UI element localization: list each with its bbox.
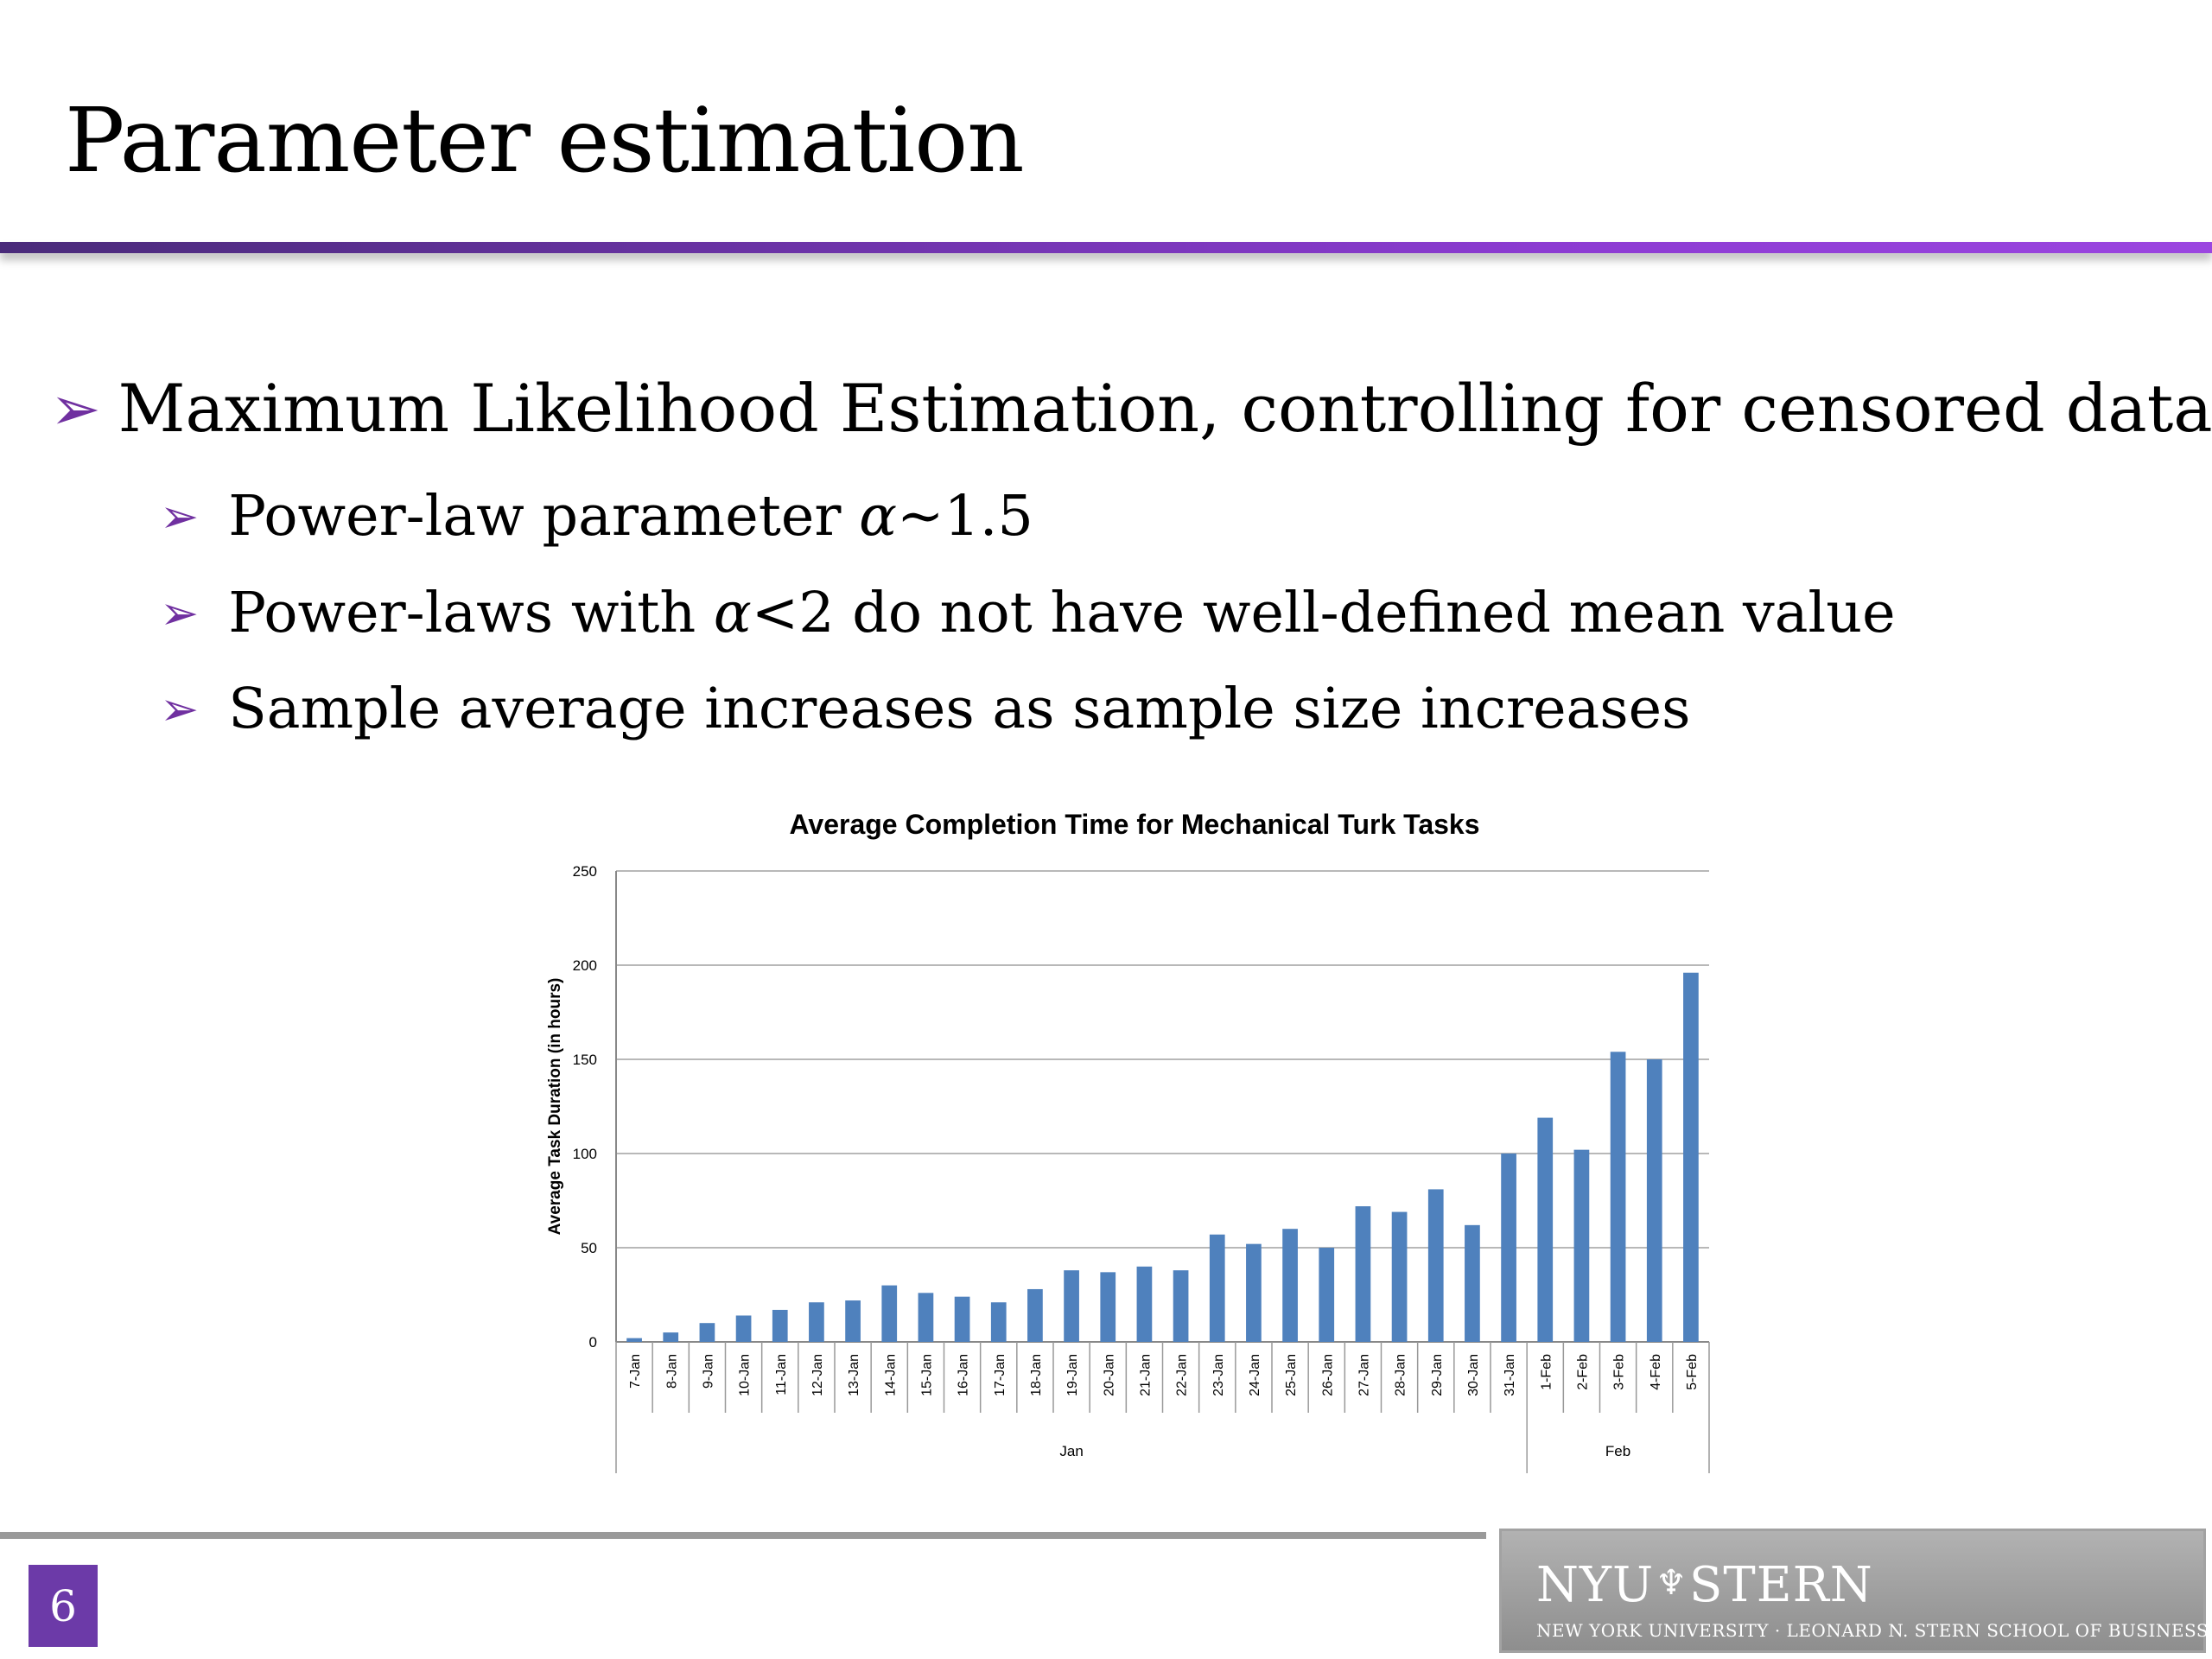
- x-tick-label: 31-Jan: [1503, 1354, 1517, 1396]
- x-tick-label: 4-Feb: [1649, 1354, 1663, 1390]
- x-tick-label: 17-Jan: [993, 1354, 1007, 1396]
- x-tick-label: 29-Jan: [1430, 1354, 1445, 1396]
- y-tick-label: 0: [589, 1334, 597, 1351]
- sub-bullet-2-text: Power-laws with α<2 do not have well-def…: [228, 581, 1896, 645]
- bar-13-Jan: [845, 1300, 861, 1342]
- chart-plot-area: 0 50 100 150 200 250 7-Jan 8-Jan 9-Jan 10-Jan 11-J…: [573, 863, 1710, 1473]
- sub-bullet-1-text: Power-law parameter α~1.5: [228, 484, 1033, 549]
- x-tick-label: 2-Feb: [1575, 1354, 1590, 1390]
- x-tick-label: 23-Jan: [1211, 1354, 1226, 1396]
- x-tick-label: 14-Jan: [883, 1354, 898, 1396]
- bar-31-Jan: [1501, 1154, 1516, 1342]
- bar-29-Jan: [1427, 1189, 1444, 1342]
- bullet-main-text: Maximum Likelihood Estimation, controlli…: [118, 370, 2212, 447]
- bullet-main: ➢ Maximum Likelihood Estimation, control…: [50, 370, 2212, 447]
- y-tick-label: 150: [573, 1052, 597, 1068]
- torch-icon: ♆: [1656, 1563, 1688, 1603]
- bullet-arrow-icon: ➢: [160, 682, 200, 736]
- bar-21-Jan: [1136, 1266, 1153, 1342]
- page-number: 6: [29, 1565, 98, 1647]
- bar-23-Jan: [1209, 1234, 1225, 1342]
- chart-title: Average Completion Time for Mechanical T…: [789, 809, 1479, 840]
- bar-20-Jan: [1100, 1272, 1116, 1342]
- bar-7-Jan: [626, 1338, 642, 1342]
- x-tick-label: 15-Jan: [919, 1354, 934, 1396]
- x-tick-label: 9-Jan: [701, 1354, 715, 1389]
- x-tick-label: 28-Jan: [1394, 1354, 1408, 1396]
- x-tick-label: 1-Feb: [1539, 1354, 1554, 1390]
- y-tick-label: 200: [573, 957, 597, 974]
- x-tick-label: 26-Jan: [1320, 1354, 1335, 1396]
- x-tick-label: 20-Jan: [1102, 1354, 1116, 1396]
- sub-bullet-3-text: Sample average increases as sample size …: [228, 677, 1691, 741]
- x-tick-label: 30-Jan: [1466, 1354, 1481, 1396]
- sub-bullet-3: ➢ Sample average increases as sample siz…: [160, 677, 1690, 741]
- bar-16-Jan: [954, 1296, 970, 1342]
- x-tick-label: 5-Feb: [1685, 1354, 1700, 1390]
- bar-25-Jan: [1282, 1229, 1298, 1342]
- logo-subtitle: NEW YORK UNIVERSITY · LEONARD N. STERN S…: [1536, 1620, 2209, 1641]
- bar-26-Jan: [1319, 1248, 1335, 1342]
- bullet-arrow-icon: ➢: [160, 489, 200, 543]
- x-tick-label: 21-Jan: [1138, 1354, 1153, 1396]
- slide-title: Parameter estimation: [65, 89, 1025, 193]
- chart-y-axis-label: Average Task Duration (in hours): [546, 978, 564, 1236]
- sub-bullet-2: ➢ Power-laws with α<2 do not have well-d…: [160, 581, 1896, 645]
- bar-8-Jan: [663, 1332, 679, 1342]
- bar-18-Jan: [1027, 1288, 1043, 1342]
- x-tick-label: 24-Jan: [1248, 1354, 1262, 1396]
- bar-1-Feb: [1537, 1117, 1554, 1342]
- x-tick-label: 16-Jan: [957, 1354, 971, 1396]
- x-tick-label: 3-Feb: [1612, 1354, 1627, 1390]
- title-divider: [0, 242, 2212, 253]
- x-tick-label: 8-Jan: [664, 1354, 679, 1389]
- x-tick-label: 10-Jan: [738, 1354, 753, 1396]
- bar-10-Jan: [735, 1315, 752, 1342]
- bar-28-Jan: [1391, 1211, 1408, 1342]
- bar-19-Jan: [1064, 1270, 1079, 1342]
- x-tick-label: 11-Jan: [774, 1354, 789, 1395]
- bar-12-Jan: [809, 1302, 824, 1342]
- bar-14-Jan: [881, 1285, 898, 1342]
- completion-time-chart: Average Completion Time for Mechanical T…: [546, 809, 1710, 1473]
- y-tick-label: 100: [573, 1146, 597, 1162]
- x-tick-label: 13-Jan: [847, 1354, 861, 1396]
- x-tick-label: 19-Jan: [1065, 1354, 1080, 1396]
- footer-divider: [0, 1532, 1486, 1539]
- y-tick-label: 50: [581, 1240, 597, 1256]
- x-tick-label: 7-Jan: [628, 1354, 643, 1389]
- bar-22-Jan: [1173, 1270, 1189, 1342]
- x-tick-label: 27-Jan: [1357, 1354, 1371, 1396]
- x-group-label: Jan: [1059, 1443, 1083, 1459]
- bar-2-Feb: [1573, 1149, 1590, 1342]
- bar-17-Jan: [990, 1302, 1007, 1342]
- bar-9-Jan: [699, 1323, 715, 1342]
- bar-24-Jan: [1246, 1243, 1262, 1342]
- bullet-arrow-icon: ➢: [160, 586, 200, 640]
- x-group-label: Feb: [1605, 1443, 1630, 1459]
- bar-3-Feb: [1610, 1052, 1626, 1342]
- x-tick-label: 12-Jan: [810, 1354, 825, 1396]
- bar-4-Feb: [1646, 1059, 1662, 1342]
- x-tick-label: 25-Jan: [1284, 1354, 1299, 1396]
- y-tick-label: 250: [573, 863, 597, 880]
- logo-wordmark: NYU♆STERN: [1536, 1557, 1873, 1613]
- bar-27-Jan: [1355, 1206, 1371, 1342]
- x-tick-label: 22-Jan: [1175, 1354, 1190, 1396]
- bar-30-Jan: [1465, 1224, 1480, 1342]
- nyu-stern-logo: NYU♆STERN NEW YORK UNIVERSITY · LEONARD …: [1499, 1529, 2209, 1653]
- bar-5-Feb: [1683, 972, 1699, 1342]
- bar-11-Jan: [772, 1309, 788, 1342]
- bullet-arrow-icon: ➢: [50, 372, 101, 444]
- sub-bullet-1: ➢ Power-law parameter α~1.5: [160, 484, 1033, 549]
- bar-15-Jan: [918, 1293, 934, 1342]
- x-tick-label: 18-Jan: [1029, 1354, 1044, 1396]
